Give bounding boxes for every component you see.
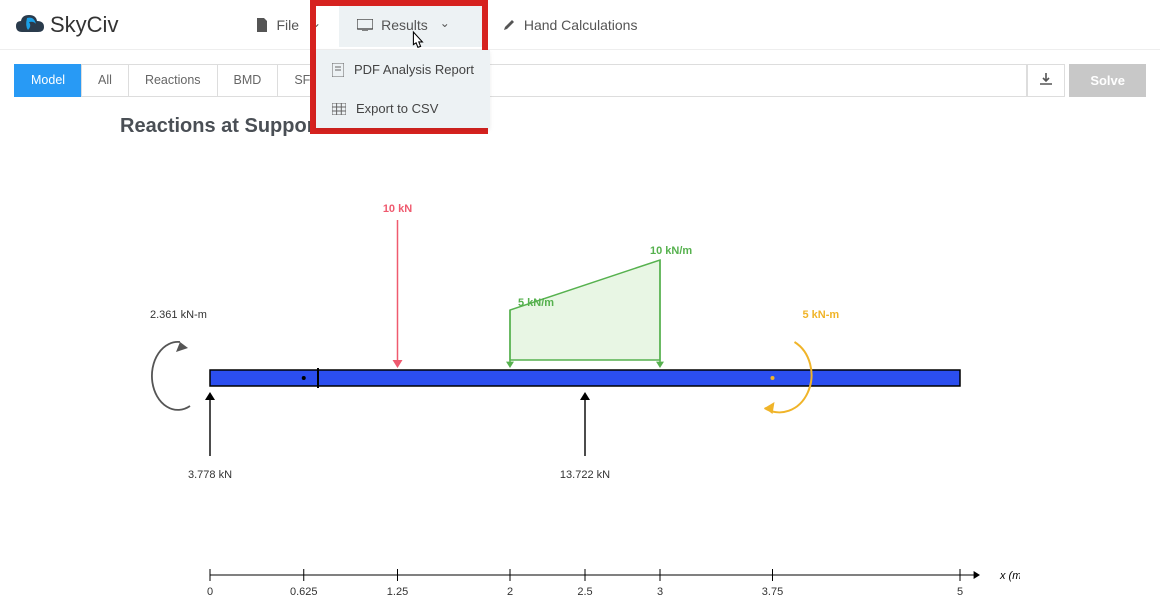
svg-text:5 kN/m: 5 kN/m	[518, 297, 554, 309]
pencil-icon	[502, 18, 516, 32]
svg-text:3: 3	[657, 586, 663, 598]
download-icon	[1040, 73, 1052, 85]
file-icon	[256, 18, 268, 32]
logo: SkyCiv	[14, 12, 118, 38]
table-icon	[332, 103, 346, 115]
svg-text:0: 0	[207, 586, 213, 598]
results-dropdown: PDF Analysis Report Export to CSV	[316, 50, 490, 128]
dropdown-pdf-report[interactable]: PDF Analysis Report	[316, 50, 490, 89]
logo-text: SkyCiv	[50, 12, 118, 38]
logo-icon	[14, 12, 46, 38]
renderer-input[interactable]	[471, 64, 1027, 97]
monitor-icon	[357, 19, 373, 31]
solve-button[interactable]: Solve	[1069, 64, 1146, 97]
svg-text:10 kN: 10 kN	[383, 203, 412, 215]
tab-all[interactable]: All	[81, 64, 128, 97]
dropdown-pdf-label: PDF Analysis Report	[354, 62, 474, 77]
svg-text:10 kN/m: 10 kN/m	[650, 245, 692, 257]
svg-text:3.778 kN: 3.778 kN	[188, 469, 232, 481]
section-title: Reactions at Supports	[120, 115, 1160, 138]
svg-text:2.5: 2.5	[577, 586, 592, 598]
menu-hand-calcs-label: Hand Calculations	[524, 17, 638, 33]
top-bar: SkyCiv File Results Hand Calculations	[0, 0, 1160, 50]
pdf-icon	[332, 63, 344, 77]
svg-text:2: 2	[507, 586, 513, 598]
menu-hand-calculations[interactable]: Hand Calculations	[484, 3, 656, 47]
tab-reactions[interactable]: Reactions	[128, 64, 217, 97]
menu-file[interactable]: File	[238, 3, 339, 47]
cursor-icon	[408, 30, 426, 52]
svg-text:0.625: 0.625	[290, 586, 318, 598]
svg-text:5: 5	[957, 586, 963, 598]
top-menu: File Results Hand Calculations	[238, 3, 655, 47]
menu-file-label: File	[276, 17, 299, 33]
tabs-row: Model All Reactions BMD SFD D Renderer S…	[14, 64, 1146, 97]
svg-text:5 kN-m: 5 kN-m	[803, 309, 840, 321]
svg-text:3.75: 3.75	[762, 586, 783, 598]
download-button[interactable]	[1027, 64, 1065, 97]
beam-diagram: 5 kN/m 10 kN/m 10 kN 5 kN-m 2.361 kN-m 3.778 …	[140, 180, 1020, 600]
beam-svg: 5 kN/m 10 kN/m 10 kN 5 kN-m 2.361 kN-m 3.778 …	[140, 180, 1020, 600]
svg-text:1.25: 1.25	[387, 586, 408, 598]
svg-text:2.361 kN-m: 2.361 kN-m	[150, 309, 207, 321]
tab-bmd[interactable]: BMD	[217, 64, 278, 97]
dropdown-csv-label: Export to CSV	[356, 101, 438, 116]
tab-model[interactable]: Model	[14, 64, 81, 97]
dropdown-export-csv[interactable]: Export to CSV	[316, 89, 490, 128]
svg-text:13.722 kN: 13.722 kN	[560, 469, 610, 481]
svg-text:x (m): x (m)	[999, 570, 1020, 582]
